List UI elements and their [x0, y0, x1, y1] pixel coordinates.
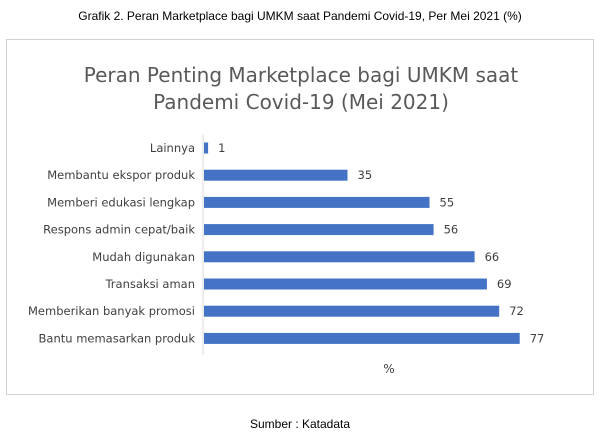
category-label-1: Membantu ekspor produk [47, 168, 195, 182]
value-label-0: 1 [218, 141, 225, 155]
value-label-1: 35 [358, 168, 373, 182]
figure-caption: Grafik 2. Peran Marketplace bagi UMKM sa… [78, 9, 522, 23]
bar-2 [204, 196, 430, 208]
source-note: Sumber : Katadata [249, 417, 351, 431]
category-label-3: Respons admin cepat/baik [43, 223, 195, 237]
chart-title-line-2: Pandemi Covid-19 (Mei 2021) [153, 90, 449, 114]
bar-6 [204, 305, 500, 317]
category-label-2: Memberi edukasi lengkap [47, 195, 195, 209]
category-label-7: Bantu memasarkan produk [39, 331, 196, 345]
category-label-0: Lainnya [150, 141, 195, 155]
value-label-7: 77 [530, 331, 545, 345]
value-label-5: 69 [497, 277, 512, 291]
bar-3 [204, 224, 434, 236]
bars-group: Lainnya 1 Membantu ekspor produk 35 Memberi … [28, 141, 544, 345]
value-label-4: 66 [485, 250, 500, 264]
category-label-5: Transaksi aman [104, 277, 195, 291]
bar-4 [204, 251, 475, 263]
value-label-6: 72 [509, 304, 524, 318]
value-label-2: 55 [440, 195, 455, 209]
bar-chart: Peran Penting Marketplace bagi UMKM saat… [28, 63, 544, 376]
chart-frame: Peran Penting Marketplace bagi UMKM saat… [6, 39, 594, 395]
x-axis-label: % [383, 362, 394, 376]
bar-0 [204, 142, 209, 154]
category-label-4: Mudah digunakan [92, 250, 195, 264]
bar-7 [204, 332, 520, 344]
bar-5 [204, 278, 487, 290]
chart-title-line-1: Peran Penting Marketplace bagi UMKM saat [84, 63, 519, 87]
bar-1 [204, 169, 348, 181]
category-label-6: Memberikan banyak promosi [28, 304, 195, 318]
value-label-3: 56 [444, 223, 459, 237]
